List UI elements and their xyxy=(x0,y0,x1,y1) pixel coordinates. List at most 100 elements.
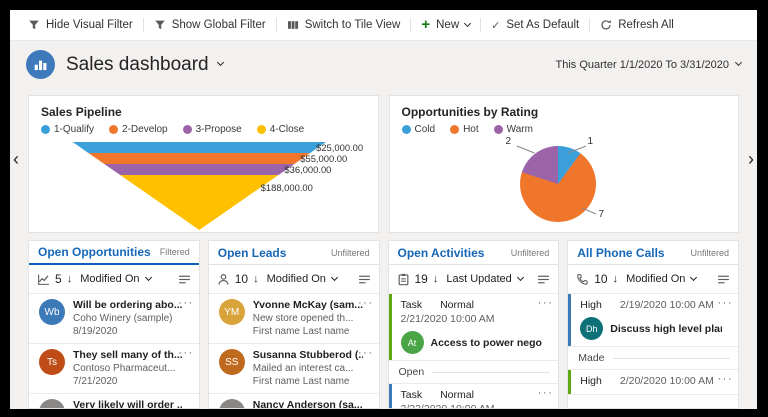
new-button[interactable]: + New xyxy=(411,10,480,40)
record-subject: Discuss high level plans for f... xyxy=(610,322,722,335)
more-options-icon[interactable]: ··· xyxy=(178,297,194,309)
funnel-segment-close[interactable] xyxy=(120,175,279,230)
charts-row: ‹ Sales Pipeline 1-Qualify 2-Develop 3-P… xyxy=(10,88,757,240)
activity-type-edge xyxy=(568,370,572,394)
legend-item[interactable]: Hot xyxy=(450,124,479,135)
chevron-down-icon xyxy=(464,19,472,27)
opportunity-list-item[interactable]: Wb Will be ordering abo... Coho Winery (… xyxy=(29,294,199,344)
stream-options-button[interactable] xyxy=(178,273,191,286)
sort-field-label: Modified On xyxy=(626,273,686,285)
record-text: Yvonne McKay (sam... New store opened th… xyxy=(253,299,363,338)
more-options-icon[interactable]: ··· xyxy=(358,297,374,309)
hide-visual-filter-button[interactable]: Hide Visual Filter xyxy=(18,10,143,40)
opportunity-list-item[interactable]: Very likely will order ... xyxy=(29,394,199,408)
dashboard-selector[interactable]: Sales dashboard xyxy=(66,54,224,76)
legend-item[interactable]: Warm xyxy=(493,124,533,135)
set-as-default-button[interactable]: ✓ Set As Default xyxy=(481,10,589,40)
activity-priority: Normal xyxy=(440,389,474,401)
stream-group-header: Made xyxy=(568,347,738,370)
record-list: YM Yvonne McKay (sam... New store opened… xyxy=(208,293,379,408)
filter-state-label: Unfiltered xyxy=(330,247,370,258)
sort-descending-icon[interactable]: ↓ xyxy=(66,273,73,285)
stream-options-button[interactable] xyxy=(358,273,371,286)
toolbar-divider xyxy=(589,18,591,32)
chevron-down-icon xyxy=(216,58,224,67)
lead-list-item[interactable]: SS Susanna Stubberod (... Mailed an inte… xyxy=(208,344,379,394)
opportunities-by-rating-pie[interactable] xyxy=(519,146,596,222)
carousel-left-arrow[interactable]: ‹ xyxy=(13,149,19,169)
phone-call-list-item[interactable]: High 2/20/2020 10:00 AM ··· xyxy=(568,370,738,395)
call-priority: High xyxy=(580,299,602,311)
record-date: 2/21/2020 10:00 AM xyxy=(400,313,495,325)
visual-filter-icon xyxy=(29,20,39,30)
funnel-value-label: $25,000.00 xyxy=(316,143,363,154)
date-range-filter[interactable]: This Quarter 1/1/2020 To 3/31/2020 xyxy=(556,59,743,71)
pie-label-hot: 7 xyxy=(598,209,605,220)
refresh-all-button[interactable]: Refresh All xyxy=(590,10,684,40)
record-owner: First name Last name xyxy=(252,326,350,337)
stream-options-button[interactable] xyxy=(717,273,730,286)
record-subtitle: Coho Winery (sample) xyxy=(73,313,173,324)
legend-item[interactable]: Cold xyxy=(401,124,435,135)
sort-descending-icon[interactable]: ↓ xyxy=(612,273,619,285)
lead-list-item[interactable]: Nancy Anderson (sa... xyxy=(209,394,379,408)
lead-list-item[interactable]: YM Yvonne McKay (sam... New store opened… xyxy=(208,294,379,344)
legend-item[interactable]: 4-Close xyxy=(256,124,304,135)
legend-swatch xyxy=(41,125,50,134)
record-title: Yvonne McKay (sam... xyxy=(252,299,363,311)
stream-options-button[interactable] xyxy=(537,273,550,286)
activity-list-item[interactable]: Task Normal 2/22/2020 10:00 AM ··· xyxy=(388,384,559,408)
carousel-right-arrow[interactable]: › xyxy=(748,149,754,169)
record-list: High 2/19/2020 10:00 AM Dh Discuss high … xyxy=(568,293,738,408)
chevron-down-icon xyxy=(516,273,524,281)
record-title: Nancy Anderson (sa... xyxy=(252,399,363,408)
sort-field-button[interactable]: Modified On xyxy=(626,273,698,285)
legend-swatch xyxy=(182,125,192,134)
more-options-icon[interactable]: ··· xyxy=(537,297,554,309)
more-options-icon[interactable]: ··· xyxy=(178,347,194,359)
record-subtitle: Mailed an interest ca... xyxy=(252,363,354,374)
record-subject-row: Dh Discuss high level plans for f... xyxy=(580,317,722,340)
plus-icon: + xyxy=(421,16,431,33)
legend-label: Hot xyxy=(463,124,479,135)
refresh-icon xyxy=(601,20,612,30)
sort-descending-icon[interactable]: ↓ xyxy=(432,273,439,285)
activity-list-item[interactable]: Task Normal 2/21/2020 10:00 AM At Access… xyxy=(388,294,559,361)
global-filter-icon xyxy=(154,20,165,30)
opportunity-list-item[interactable]: Ts They sell many of th... Contoso Pharm… xyxy=(29,344,199,394)
dashboard-header: Sales dashboard This Quarter 1/1/2020 To… xyxy=(10,41,757,88)
sort-field-button[interactable]: Modified On xyxy=(267,273,338,285)
switch-to-tile-view-button[interactable]: Switch to Tile View xyxy=(277,10,411,40)
funnel-segment-qualify[interactable] xyxy=(72,142,327,153)
more-options-icon[interactable]: ··· xyxy=(717,297,733,309)
legend-label: 1-Qualify xyxy=(54,124,95,135)
show-global-filter-button[interactable]: Show Global Filter xyxy=(144,10,276,40)
legend-item[interactable]: 2-Develop xyxy=(109,124,168,135)
pie-label-cold: 1 xyxy=(587,136,594,147)
more-options-icon[interactable]: ··· xyxy=(717,373,733,385)
phone-call-list-item[interactable]: High 2/19/2020 10:00 AM Dh Discuss high … xyxy=(568,294,738,347)
sort-descending-icon[interactable]: ↓ xyxy=(253,273,259,285)
panel-title: All Phone Calls xyxy=(577,245,665,260)
record-owner: First name Last name xyxy=(252,376,350,387)
legend-swatch xyxy=(401,125,411,134)
activity-type: Task xyxy=(400,299,423,311)
record-subtitle: Contoso Pharmaceut... xyxy=(73,363,176,374)
legend-item[interactable]: 3-Propose xyxy=(182,124,242,135)
sort-field-button[interactable]: Last Updated xyxy=(446,273,524,285)
sort-field-button[interactable]: Modified On xyxy=(80,273,152,285)
funnel-segment-develop[interactable] xyxy=(88,153,311,164)
toolbar-divider xyxy=(480,18,482,32)
group-label: Made xyxy=(578,352,605,364)
more-options-icon[interactable]: ··· xyxy=(537,387,554,399)
legend-item[interactable]: 1-Qualify xyxy=(41,124,94,135)
activity-priority: Normal xyxy=(440,299,474,311)
more-options-icon[interactable]: ··· xyxy=(358,347,374,359)
dashboard-frame: Hide Visual Filter Show Global Filter Sw… xyxy=(10,10,757,409)
panel-toolbar: 5 ↓ Modified On xyxy=(29,265,199,293)
panel-title: Open Opportunities xyxy=(38,245,151,259)
chevron-down-icon xyxy=(330,273,338,281)
funnel-segment-propose[interactable] xyxy=(104,164,295,175)
record-title: They sell many of th... xyxy=(73,349,183,361)
button-label: New xyxy=(436,19,460,31)
